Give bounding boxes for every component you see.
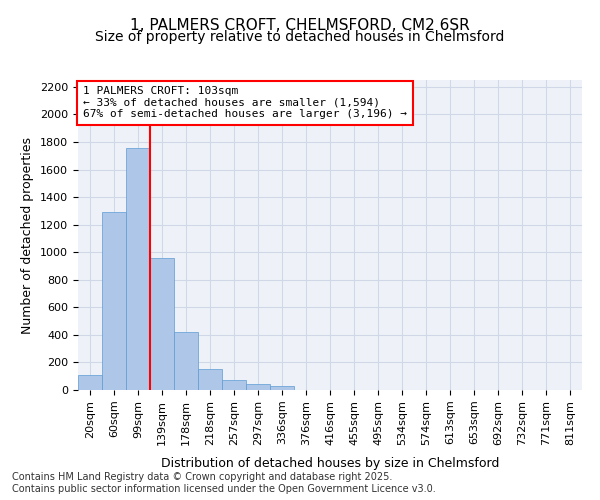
Bar [126,148,150,390]
Bar [270,386,294,390]
Text: Contains HM Land Registry data © Crown copyright and database right 2025.
Contai: Contains HM Land Registry data © Crown c… [12,472,436,494]
Y-axis label: Number of detached properties: Number of detached properties [22,136,34,334]
Bar [150,258,174,390]
Bar [102,212,126,390]
Bar [174,332,198,390]
Text: 1, PALMERS CROFT, CHELMSFORD, CM2 6SR: 1, PALMERS CROFT, CHELMSFORD, CM2 6SR [130,18,470,32]
Text: Size of property relative to detached houses in Chelmsford: Size of property relative to detached ho… [95,30,505,44]
Text: 1 PALMERS CROFT: 103sqm
← 33% of detached houses are smaller (1,594)
67% of semi: 1 PALMERS CROFT: 103sqm ← 33% of detache… [83,86,407,120]
Bar [78,375,102,390]
Bar [246,384,270,390]
Bar [222,380,246,390]
Bar [198,370,222,390]
Text: Distribution of detached houses by size in Chelmsford: Distribution of detached houses by size … [161,458,499,470]
